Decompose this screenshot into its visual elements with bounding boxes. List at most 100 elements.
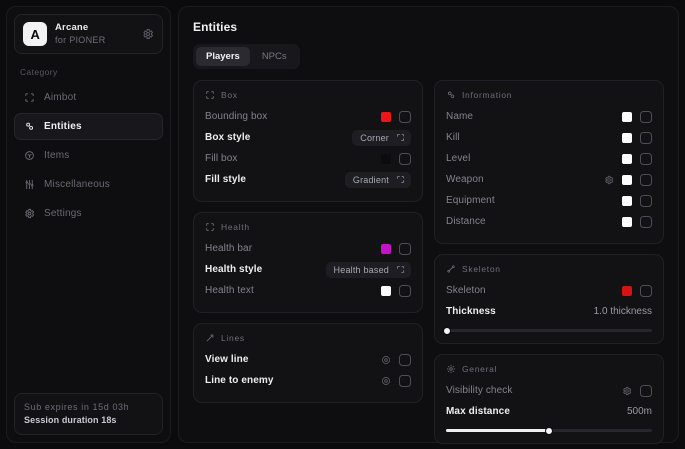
card-header: Information xyxy=(446,90,652,100)
color-swatch[interactable] xyxy=(381,243,391,254)
card-header: Health xyxy=(205,222,411,232)
category-label: Category xyxy=(20,67,58,77)
expand-icon xyxy=(396,265,405,274)
toggle-checkbox[interactable] xyxy=(640,194,652,207)
card-title: General xyxy=(462,364,498,374)
settings-columns: Box Bounding box Box style Corner xyxy=(193,80,664,444)
color-swatch[interactable] xyxy=(381,153,391,164)
general-icon xyxy=(446,364,456,374)
sidebar-item-items[interactable]: Items xyxy=(14,142,163,169)
row-label: Fill box xyxy=(205,153,238,164)
select-box-style[interactable]: Corner xyxy=(352,129,411,146)
row-label: Line to enemy xyxy=(205,375,274,386)
expand-icon xyxy=(396,175,405,184)
color-swatch[interactable] xyxy=(622,111,632,122)
color-swatch[interactable] xyxy=(622,216,632,227)
gear-icon[interactable] xyxy=(381,376,391,386)
toggle-checkbox[interactable] xyxy=(640,110,652,123)
toggle-checkbox[interactable] xyxy=(399,152,411,165)
color-swatch[interactable] xyxy=(622,153,632,164)
sidebar-item-label: Miscellaneous xyxy=(44,179,110,190)
row-label: Box style xyxy=(205,132,251,143)
row-max-distance: Max distance 500m xyxy=(446,401,652,422)
gear-icon[interactable] xyxy=(142,28,154,40)
row-label: Health bar xyxy=(205,243,253,254)
toggle-checkbox[interactable] xyxy=(399,284,411,297)
line-icon xyxy=(205,333,215,343)
gear-icon[interactable] xyxy=(381,355,391,365)
toggle-checkbox[interactable] xyxy=(399,242,411,255)
thickness-value: 1.0 thickness xyxy=(593,306,652,317)
sidebar-item-entities[interactable]: Entities xyxy=(14,113,163,140)
slider-handle[interactable] xyxy=(443,326,451,335)
thickness-slider[interactable] xyxy=(443,326,652,335)
row-box-style: Box style Corner xyxy=(205,127,411,148)
select-value: Corner xyxy=(360,132,389,143)
card-title: Information xyxy=(462,90,513,100)
right-column: Information Name Kill xyxy=(434,80,664,444)
package-icon xyxy=(23,150,35,162)
subscription-card: Sub expires in 15d 03h Session duration … xyxy=(14,393,163,435)
toggle-checkbox[interactable] xyxy=(640,384,652,397)
color-swatch[interactable] xyxy=(622,195,632,206)
slider-handle[interactable] xyxy=(545,426,553,435)
toggle-checkbox[interactable] xyxy=(640,152,652,165)
sidebar-item-settings[interactable]: Settings xyxy=(14,200,163,227)
page-title: Entities xyxy=(193,20,238,34)
entities-icon xyxy=(23,121,35,133)
gear-icon[interactable] xyxy=(622,386,632,396)
sidebar-item-miscellaneous[interactable]: Miscellaneous xyxy=(14,171,163,198)
row-level: Level xyxy=(446,148,652,169)
row-visibility-check: Visibility check xyxy=(446,380,652,401)
sidebar-item-label: Items xyxy=(44,150,70,161)
color-swatch[interactable] xyxy=(622,174,632,185)
card-header: Lines xyxy=(205,333,411,343)
tab-players[interactable]: Players xyxy=(196,47,250,66)
row-label: Thickness xyxy=(446,306,496,317)
toggle-checkbox[interactable] xyxy=(640,215,652,228)
sidebar-item-label: Aimbot xyxy=(44,92,77,103)
brand-card[interactable]: A Arcane for PIONER xyxy=(14,14,163,54)
gear-icon[interactable] xyxy=(604,175,614,185)
select-fill-style[interactable]: Gradient xyxy=(344,171,411,188)
brand-text: Arcane for PIONER xyxy=(55,22,106,45)
tab-npcs[interactable]: NPCs xyxy=(261,51,287,62)
card-title: Box xyxy=(221,90,238,100)
toggle-checkbox[interactable] xyxy=(640,284,652,297)
row-weapon: Weapon xyxy=(446,169,652,190)
card-header: General xyxy=(446,364,652,374)
toggle-checkbox[interactable] xyxy=(399,110,411,123)
row-health-bar: Health bar xyxy=(205,238,411,259)
subscription-expiry: Sub expires in 15d 03h xyxy=(24,402,130,412)
row-label: Level xyxy=(446,153,471,164)
slider-fill xyxy=(446,429,549,432)
row-distance: Distance xyxy=(446,211,652,232)
select-value: Gradient xyxy=(352,174,389,185)
color-swatch[interactable] xyxy=(381,111,391,122)
row-health-style: Health style Health based xyxy=(205,259,411,280)
card-title: Skeleton xyxy=(462,264,501,274)
toggle-checkbox[interactable] xyxy=(399,353,411,366)
toggle-checkbox[interactable] xyxy=(399,374,411,387)
max-distance-slider[interactable] xyxy=(446,426,652,435)
card-general: General Visibility check xyxy=(434,354,664,444)
card-title: Lines xyxy=(221,333,245,343)
toggle-checkbox[interactable] xyxy=(640,173,652,186)
color-swatch[interactable] xyxy=(381,285,391,296)
row-label: Equipment xyxy=(446,195,495,206)
row-label: Health text xyxy=(205,285,254,296)
select-health-style[interactable]: Health based xyxy=(325,261,411,278)
row-line-to-enemy: Line to enemy xyxy=(205,370,411,391)
color-swatch[interactable] xyxy=(622,285,632,296)
row-label: Health style xyxy=(205,264,263,275)
row-label: Skeleton xyxy=(446,285,486,296)
row-label: View line xyxy=(205,354,249,365)
card-lines: Lines View line Line to enemy xyxy=(193,323,423,403)
toggle-checkbox[interactable] xyxy=(640,131,652,144)
bone-icon xyxy=(446,264,456,274)
color-swatch[interactable] xyxy=(622,132,632,143)
crosshair-icon xyxy=(23,92,35,104)
row-label: Max distance xyxy=(446,406,511,417)
sidebar-item-aimbot[interactable]: Aimbot xyxy=(14,84,163,111)
row-thickness: Thickness 1.0 thickness xyxy=(446,301,652,322)
